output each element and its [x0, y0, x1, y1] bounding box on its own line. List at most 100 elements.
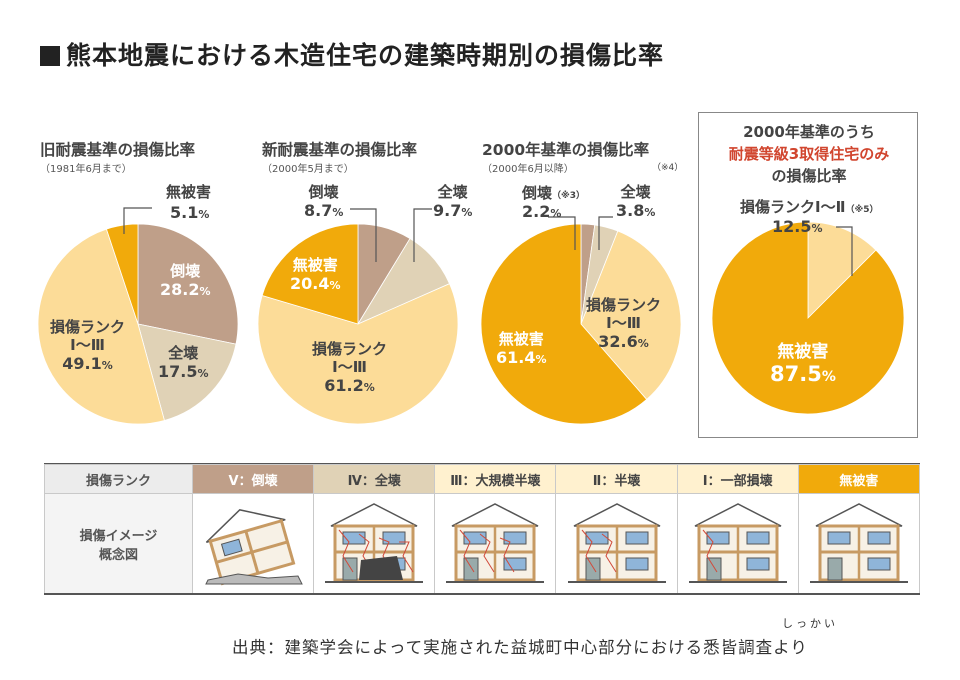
house-part [244, 530, 260, 574]
c4-sonsho-text: 損傷ランクⅠ～Ⅱ [740, 198, 846, 216]
pct-sign: % [199, 285, 211, 298]
pct-sign: % [637, 337, 649, 350]
rank-header-row: 損傷ランク Ⅴ：倒壊 Ⅳ：全壊 Ⅲ：大規模半壊 Ⅱ：半壊 Ⅰ：一部損壊 無被害 [44, 464, 921, 494]
house-partial-cell [676, 493, 799, 595]
chart4-title-line3: の損傷比率 [771, 167, 847, 185]
c1-sonsho-value: 49.1 [62, 354, 102, 373]
c3-sonsho-label: 損傷ランク Ⅰ～Ⅲ 32.6% [586, 296, 661, 351]
house-part [581, 529, 596, 573]
house-total-cell [313, 493, 436, 595]
c3-zenkai-value: 3.8 [616, 201, 645, 220]
house-part [342, 557, 358, 581]
house-part [500, 537, 515, 573]
house-half-icon [567, 503, 666, 583]
pie-chart-2 [257, 223, 459, 425]
c3-toukai-value: 2.2 [522, 202, 551, 222]
house-part [460, 529, 475, 573]
c3-muhigai-label: 無被害 61.4% [496, 330, 547, 367]
pie1-slice-0 [137, 223, 239, 345]
image-row-header-line1: 損傷イメージ [79, 529, 158, 544]
house-total-icon [325, 503, 424, 583]
house-none-icon [809, 503, 908, 583]
c1-zenkai-text: 全壊 [168, 344, 199, 362]
house-part [205, 573, 303, 585]
leader-line-c1-muhigai [123, 207, 152, 234]
pct-sign: % [329, 279, 341, 292]
pct-sign: % [550, 207, 562, 221]
pct-sign: % [363, 381, 375, 394]
c1-toukai-value: 28.2 [160, 280, 200, 299]
house-part [573, 503, 660, 527]
house-none-cell [797, 493, 921, 595]
c4-sonsho-value-text: 12.5 [772, 217, 812, 236]
leader-line-c2-zenkai [413, 208, 432, 262]
c4-muhigai-label: 無被害 87.5% [770, 342, 836, 388]
c2-sonsho-range: Ⅰ～Ⅲ [332, 358, 367, 376]
house-part [625, 557, 649, 571]
chart4-title-line2: 耐震等級3取得住宅のみ [728, 145, 890, 163]
c4-muhigai-text: 無被害 [777, 342, 829, 362]
pct-sign: % [198, 208, 210, 221]
rank-image-row: 損傷イメージ 概念図 [44, 493, 921, 595]
table-bottom-rule [44, 593, 920, 595]
image-row-header: 損傷イメージ 概念図 [44, 493, 193, 595]
c3-sonsho-text: 損傷ランク [586, 296, 662, 314]
image-row-header-line2: 概念図 [98, 548, 138, 563]
page-title-text: 熊本地震における木造住宅の建築時期別の損傷比率 [66, 41, 665, 70]
c1-sonsho-text: 損傷ランク [50, 318, 126, 336]
house-part [382, 531, 406, 545]
house-part [867, 531, 891, 545]
house-part [746, 531, 770, 545]
collapsed-house-group [205, 509, 296, 586]
c3-toukai-note: （※3） [552, 191, 586, 201]
house-part [867, 557, 891, 571]
chart3-title: 2000年基準の損傷比率 [482, 141, 650, 159]
pie3-slice-3 [480, 223, 648, 425]
house-part [746, 557, 770, 571]
c1-muhigai-value-text: 5.1 [170, 203, 199, 222]
house-part [480, 533, 495, 573]
pie-chart-3 [480, 223, 682, 425]
c3-toukai-label: 倒壊（※3） 2.2% [522, 183, 585, 221]
house-part [827, 557, 843, 581]
damage-rank-table: 損傷ランク Ⅴ：倒壊 Ⅳ：全壊 Ⅲ：大規模半壊 Ⅱ：半壊 Ⅰ：一部損壊 無被害 … [44, 464, 921, 595]
house-major-icon [446, 503, 545, 583]
house-part [220, 538, 243, 557]
leader-line-c4-sonsho [836, 226, 853, 276]
c2-zenkai-text: 全壊 [437, 183, 468, 201]
rank-col-iii: Ⅲ：大規模半壊 [434, 464, 557, 494]
c1-sonsho-range: Ⅰ～Ⅲ [70, 336, 105, 354]
c3-sonsho-value: 32.6 [598, 332, 638, 351]
house-part [463, 557, 479, 581]
source-ruby: しっかい [782, 617, 838, 630]
title-square-icon [40, 46, 60, 66]
c3-muhigai-value: 61.4 [496, 348, 536, 367]
c2-toukai-value: 8.7 [304, 201, 333, 220]
leader-line-c3-zenkai [598, 216, 613, 250]
chart2-subtitle: （2000年5月まで） [262, 164, 354, 175]
leader-line-c3-toukai [548, 216, 576, 250]
c3-zenkai-text: 全壊 [620, 183, 651, 201]
c3-sonsho-range: Ⅰ～Ⅲ [606, 314, 641, 332]
pie4-slice-0 [807, 221, 877, 319]
c1-zenkai-label: 全壊 17.5% [158, 344, 209, 381]
house-part [601, 533, 616, 573]
c4-muhigai-value: 87.5 [770, 362, 822, 387]
c2-sonsho-value: 61.2 [324, 376, 364, 395]
pie4-slice-1 [711, 221, 905, 415]
collapsed-floor [359, 556, 404, 580]
leader-line-c2-toukai [350, 208, 377, 262]
c2-zenkai-value: 9.7 [433, 201, 462, 220]
rank-row-header: 損傷ランク [44, 464, 193, 494]
house-part [585, 557, 601, 581]
c1-muhigai-text: 無被害 [166, 183, 212, 201]
c2-sonsho-text: 損傷ランク [312, 340, 388, 358]
pct-sign: % [332, 206, 344, 219]
pct-sign: % [101, 359, 113, 372]
c3-zenkai-label: 全壊 3.8% [616, 183, 655, 220]
c4-sonsho-note: （※5） [845, 205, 879, 215]
house-part [702, 529, 718, 573]
house-partial-icon [688, 503, 787, 583]
c2-sonsho-label: 損傷ランク Ⅰ～Ⅲ 61.2% [312, 340, 387, 395]
pct-sign: % [461, 206, 473, 219]
